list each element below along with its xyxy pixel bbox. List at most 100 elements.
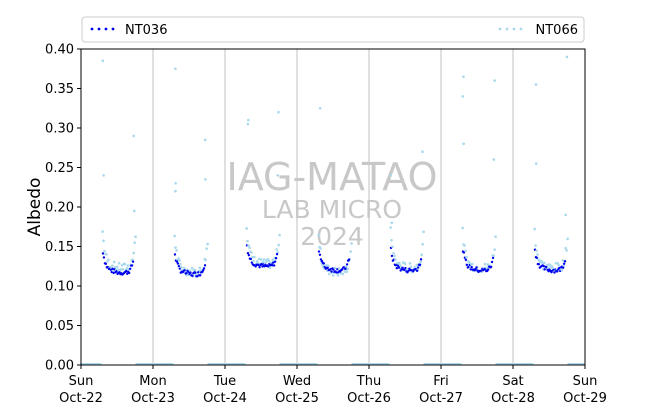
x-tick-label-day: Thu [356,374,381,389]
nt066-point [471,262,474,266]
legend-dot [111,27,115,31]
nt066-point [534,162,538,165]
nt066-point [421,242,424,246]
nt066-point [246,122,250,126]
legend-marker-nt036 [90,27,115,31]
legend-entry-nt036[interactable]: NT036 [90,23,168,38]
nt066-point [420,253,423,257]
legend-dot [505,27,509,31]
nt036-point [197,271,200,274]
nt036-point [118,271,121,274]
nt066-point [271,258,275,262]
nt036-point [335,271,338,274]
nt066-point [204,258,207,262]
nt066-point [174,182,177,185]
nt066-point [350,242,353,245]
x-tick-label-day: Sun [69,374,94,389]
y-tick-label: 0.10 [45,280,74,295]
nt066-point [331,274,335,277]
watermark-line2: LAB MICRO [262,195,402,224]
y-tick-label: 0.35 [45,82,74,97]
nt066-point [535,249,538,253]
nt066-point [123,262,127,266]
nt066-point [133,241,136,244]
nt036-point [556,270,559,273]
nt066-point [493,79,496,82]
nt066-point [206,242,209,246]
legend[interactable]: NT036 NT066 [81,16,585,43]
nt066-point [548,263,552,267]
nt066-point [247,118,250,122]
watermark-line1: IAG-MATAO [226,155,437,199]
nt066-point [277,110,280,114]
y-axis-title: Albedo [25,178,45,237]
nt036-point [271,261,275,264]
nt066-point [174,246,177,249]
x-tick-label-date: Oct-28 [491,391,535,406]
x-tick-label-day: Sun [573,374,598,389]
nt036-point [274,256,278,260]
nt066-point [461,226,464,230]
nt066-point [183,266,186,270]
nt066-point [468,261,471,264]
nt066-point [546,266,550,270]
nt066-point [327,272,331,276]
nt036-point [394,263,398,267]
nt036-point [127,271,131,275]
nt036-point [258,266,261,269]
nt066-point [493,248,496,251]
x-tick-label-day: Fri [433,374,449,389]
nt036-point [418,263,422,266]
nt066-point [545,263,549,267]
nt036-point [203,264,207,267]
nt066-point [245,227,248,230]
nt066-point [252,259,255,263]
nt066-point [132,251,135,255]
nt036-point [101,252,105,255]
nt066-point [173,234,176,238]
nt066-point [534,244,537,247]
nt066-point [389,226,392,229]
grid-lines [152,49,514,365]
nt066-point [246,239,249,243]
nt066-point [564,246,567,250]
legend-entry-nt066[interactable]: NT066 [498,23,578,38]
legend-dot [512,27,516,31]
nt066-point [408,262,412,265]
nt036-point [271,264,274,267]
nt036-point [322,262,326,265]
nt036-point [329,267,332,271]
legend-label-nt066: NT066 [536,23,578,38]
nt036-point [260,262,263,266]
nt036-point [249,257,253,261]
nt066-point [325,264,328,267]
nt036-point [177,264,181,268]
nt066-point [390,221,394,225]
nt066-point [409,265,413,269]
nt036-point [489,265,493,268]
nt066-point [262,258,266,261]
x-tick-label-day: Tue [213,374,236,389]
legend-box [81,16,585,43]
nt066-point [193,268,197,272]
nt066-point [345,270,349,274]
nt036-point [347,258,351,261]
nt066-point [102,174,105,177]
nt036-point [102,256,106,259]
nt066-point [253,255,256,259]
nt036-point [553,271,556,274]
y-tick-label: 0.20 [45,201,74,216]
nt066-point [556,262,560,265]
nt066-point [534,83,538,86]
nt066-point [203,138,207,142]
nt066-point [112,260,116,264]
nt036-point [465,263,469,267]
nt036-point [246,252,250,255]
nt066-point [318,106,322,110]
nt036-point [176,262,180,265]
nt066-point [179,262,182,266]
nt036-point [323,265,326,269]
nt066-point [336,274,340,277]
nt066-point [327,264,330,268]
nt066-point [543,261,546,265]
